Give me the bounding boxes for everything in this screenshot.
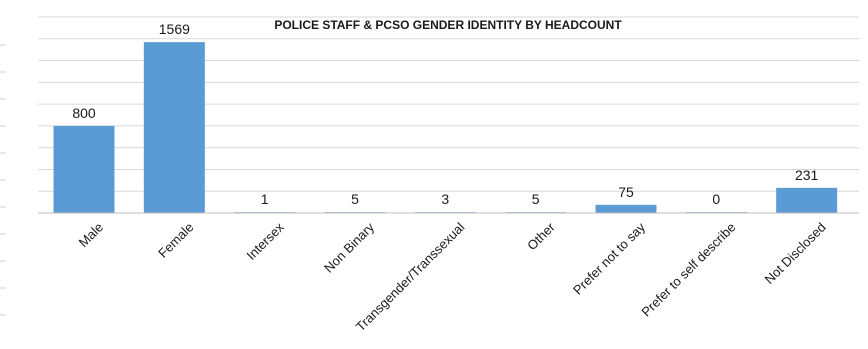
value-label: 1: [261, 191, 269, 207]
chart-title: POLICE STAFF & PCSO GENDER IDENTITY BY H…: [274, 18, 622, 32]
category-label: Non Binary: [321, 219, 377, 275]
bar: [143, 42, 205, 213]
category-label: Prefer not to say: [570, 219, 648, 297]
value-label: 5: [532, 191, 540, 207]
bar: [776, 187, 838, 213]
value-label: 231: [795, 167, 819, 183]
category-label: Intersex: [243, 219, 287, 263]
value-labels: 800 1569 1 5 3 5 75 0 231: [72, 21, 818, 207]
category-label: Male: [76, 220, 107, 251]
category-label: Prefer to self describe: [638, 220, 738, 320]
value-label: 1569: [159, 21, 190, 37]
category-labels: Male Female Intersex Non BinaryTransgender/…: [76, 219, 829, 334]
value-label: 3: [441, 191, 449, 207]
bar: [53, 125, 115, 213]
value-label: 0: [712, 191, 720, 207]
bar: [595, 204, 657, 213]
value-label: 75: [618, 184, 634, 200]
category-label: Female: [155, 220, 196, 261]
value-label: 800: [72, 105, 96, 121]
left-edge-ticks: [0, 44, 6, 316]
value-label: 5: [351, 191, 359, 207]
bars: [53, 42, 838, 213]
category-label: Other: [524, 219, 558, 253]
category-label: Not Disclosed: [761, 220, 828, 287]
